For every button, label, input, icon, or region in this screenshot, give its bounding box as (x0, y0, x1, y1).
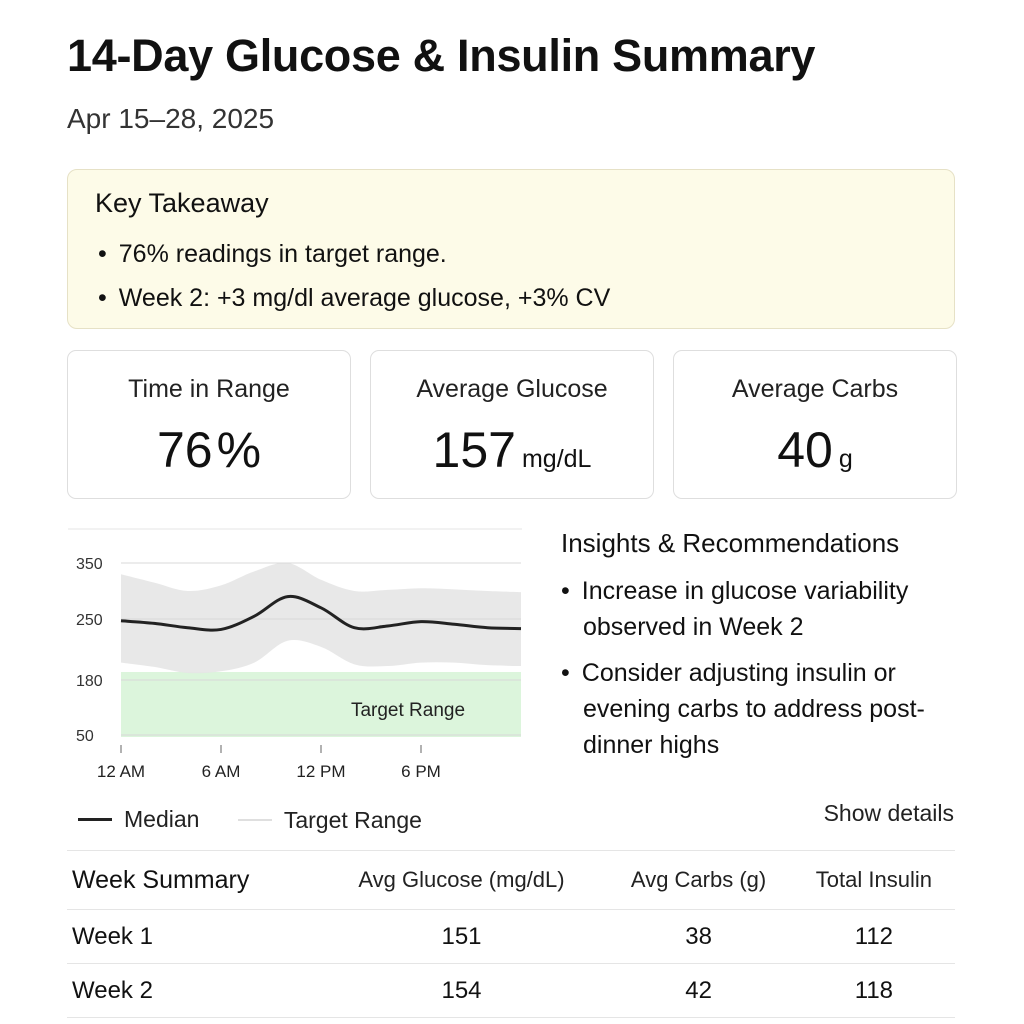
insights-panel: Insights & Recommendations Increase in g… (561, 528, 961, 773)
variability-band (121, 562, 521, 674)
legend-target-range: Target Range (237, 806, 422, 834)
kpi-label: Time in Range (128, 375, 290, 403)
cell-avg-carbs: 38 (604, 909, 793, 964)
kpi-label: Average Glucose (416, 375, 608, 403)
legend-median: Median (78, 806, 199, 833)
kpi-unit: mg/dL (521, 445, 592, 473)
x-tick-label: 12 PM (296, 762, 345, 781)
cell-total-insulin: 118 (792, 963, 955, 1018)
takeaway-list: 76% readings in target range. Week 2: +3… (98, 232, 610, 320)
legend-target-label: Target Range (283, 806, 422, 833)
takeaway-item: 76% readings in target range. (98, 232, 610, 276)
kpi-number: 157 (432, 422, 516, 478)
week-summary-table: Week Summary Avg Glucose (mg/dL) Avg Car… (67, 850, 955, 1018)
show-details-link[interactable]: Show details (823, 800, 954, 826)
y-tick-label: 350 (76, 556, 103, 573)
median-line (120, 594, 522, 632)
table-header-row: Week Summary Avg Glucose (mg/dL) Avg Car… (67, 850, 955, 910)
chart-legend: Median Target Range (78, 800, 454, 834)
insights-title: Insights & Recommendations (561, 528, 900, 558)
table-row: Week 1 151 38 112 (67, 909, 955, 964)
y-tick-label: 180 (76, 673, 103, 690)
kpi-label: Average Carbs (731, 375, 899, 403)
insights-list: Increase in glucose variability observed… (561, 573, 961, 763)
kpi-number: 40 (777, 422, 833, 478)
kpi-unit: g (838, 445, 853, 473)
median-swatch (78, 818, 112, 821)
y-tick-label: 50 (76, 728, 94, 745)
kpi-unit: % (216, 422, 262, 478)
header-total-insulin: Total Insulin (792, 850, 955, 910)
legend-median-label: Median (124, 806, 200, 832)
median-line-layer (120, 594, 522, 632)
glucose-profile-chart: Target Range 350 250 180 50 12 AM 6 AM 12 PM 6 … (60, 525, 540, 790)
variability-band-layer (121, 562, 521, 674)
header-avg-glucose: Avg Glucose (mg/dL) (318, 850, 605, 910)
header-week-summary: Week Summary (67, 850, 319, 910)
takeaway-item: Week 2: +3 mg/dl average glucose, +3% CV (98, 276, 610, 320)
takeaway-title: Key Takeaway (95, 188, 269, 218)
x-tick-label: 6 PM (401, 762, 441, 781)
y-tick-label: 250 (76, 612, 103, 629)
cell-avg-glucose: 154 (318, 963, 605, 1018)
cell-week: Week 1 (67, 909, 319, 964)
header-avg-carbs: Avg Carbs (g) (604, 850, 793, 910)
kpi-average-carbs: Average Carbs 40 g (673, 350, 957, 499)
kpi-number: 76 (156, 422, 213, 478)
date-range: Apr 15–28, 2025 (67, 103, 275, 134)
x-tick-label: 12 AM (97, 762, 145, 781)
target-range-label: Target Range (351, 700, 465, 721)
grid-layer (121, 562, 521, 736)
x-tick-label: 6 AM (202, 762, 241, 781)
cell-week: Week 2 (67, 963, 319, 1018)
kpi-value: 40 g (674, 421, 956, 479)
table-row: Week 2 154 42 118 (67, 963, 955, 1018)
kpi-value: 76% (68, 421, 350, 479)
insight-item: Increase in glucose variability observed… (561, 573, 961, 645)
kpi-average-glucose: Average Glucose 157 mg/dL (370, 350, 654, 499)
key-takeaway-card: Key Takeaway 76% readings in target rang… (67, 169, 955, 329)
cell-avg-carbs: 42 (604, 963, 793, 1018)
target-swatch (237, 819, 272, 821)
cell-avg-glucose: 151 (318, 909, 605, 964)
page-title: 14-Day Glucose & Insulin Summary (67, 30, 816, 81)
kpi-value: 157 mg/dL (371, 421, 653, 479)
target-range-layer: Target Range (121, 672, 521, 737)
insight-item: Consider adjusting insulin or evening ca… (561, 655, 961, 763)
cell-total-insulin: 112 (792, 909, 955, 964)
target-range-area (121, 672, 521, 737)
kpi-time-in-range: Time in Range 76% (67, 350, 351, 499)
